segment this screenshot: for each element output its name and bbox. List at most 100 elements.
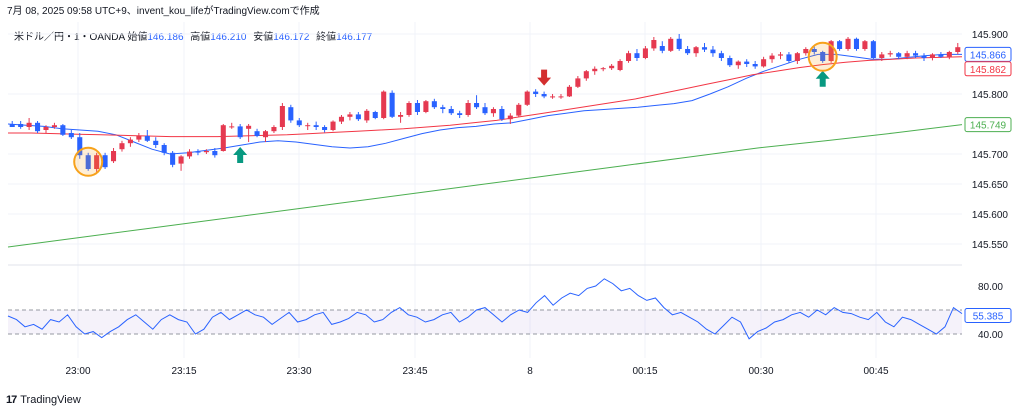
candle-body (85, 155, 91, 169)
candle-body (794, 53, 800, 61)
candle-body (296, 120, 302, 126)
candle-body (685, 49, 691, 54)
price-tag-box (964, 61, 1012, 77)
candle-body (921, 55, 927, 58)
candle-body (322, 127, 328, 130)
buy-arrow-icon (233, 147, 248, 163)
high-value: 146.210 (210, 32, 247, 43)
candle-body (43, 127, 49, 130)
candle-body (676, 38, 682, 49)
candle-body (575, 78, 581, 87)
candle-body (457, 113, 463, 115)
candle-body (803, 49, 809, 54)
candle-body (701, 47, 708, 50)
price-axis-tick: 145.800 (972, 90, 1009, 101)
candle-body (718, 53, 724, 58)
price-tag-label: 145.862 (970, 65, 1007, 76)
candle-body (474, 103, 480, 108)
candle-body (136, 136, 142, 140)
time-axis-tick: 23:30 (286, 366, 311, 377)
price-tag-box (964, 117, 1012, 133)
candle-body (398, 115, 404, 117)
candle-body (35, 122, 41, 132)
candle-body (465, 103, 471, 115)
candle-body (414, 103, 420, 112)
candle-body (431, 101, 437, 108)
candle-body (651, 40, 657, 49)
symbol-name[interactable]: 米ドル／円・1・OANDA (14, 32, 125, 43)
close-label: 終値 (316, 32, 337, 43)
candle-body (389, 92, 395, 117)
candle-body (153, 140, 159, 145)
candle-body (946, 52, 952, 57)
signal-circle (73, 146, 104, 177)
candle-body (305, 125, 311, 127)
candle-body (887, 53, 893, 55)
candle-body (769, 55, 775, 60)
chart-caption: 7月 08, 2025 09:58 UTC+9、invent_kou_lifeが… (7, 6, 320, 17)
candle-body (254, 131, 260, 136)
tradingview-brand[interactable]: 17 TradingView (6, 394, 81, 406)
candle-body (625, 53, 632, 61)
candle-body (338, 116, 345, 122)
rsi-axis-tick: 40.00 (978, 330, 1003, 341)
candle-body (896, 53, 902, 57)
candle-body (381, 91, 387, 118)
candle-body (955, 47, 961, 52)
candle-body (347, 114, 353, 117)
candle-body (18, 124, 24, 127)
candle-body (313, 125, 319, 127)
price-tag-box (964, 46, 1012, 62)
candle-body (499, 109, 505, 120)
low-value: 146.172 (273, 32, 310, 43)
candle-body (220, 125, 226, 151)
candle-body (550, 96, 556, 98)
tradingview-logo-icon: 17 (6, 394, 17, 406)
time-axis-tick: 00:15 (632, 366, 657, 377)
candle-body (828, 41, 834, 61)
ma-line-ema_slow (7, 124, 963, 248)
candle-body (524, 91, 530, 105)
candle-body (372, 112, 378, 118)
time-axis-tick: 00:30 (748, 366, 773, 377)
candle-body (288, 107, 294, 121)
candle-body (634, 53, 640, 58)
candle-body (592, 68, 598, 72)
candle-body (490, 109, 496, 114)
candle-body (904, 53, 910, 57)
candle-body (178, 156, 184, 164)
candle-body (558, 96, 564, 98)
high-label: 高値 (190, 32, 211, 43)
candle-body (786, 54, 792, 61)
price-axis-tick: 145.700 (972, 150, 1009, 161)
candle-body (752, 64, 758, 67)
candle-body (448, 109, 454, 114)
candle-body (406, 103, 412, 115)
candle-body (533, 91, 539, 94)
time-axis-tick: 23:45 (402, 366, 427, 377)
candle-body (423, 101, 429, 112)
candle-body (186, 151, 193, 157)
candle-body (77, 137, 83, 156)
candle-body (913, 53, 919, 56)
price-axis-tick: 145.550 (972, 240, 1009, 251)
candle-body (938, 54, 944, 57)
candle-body (583, 71, 589, 79)
candle-body (735, 61, 741, 66)
open-label: 始値 (127, 32, 148, 43)
candle-body (609, 65, 615, 69)
time-axis-tick: 8 (527, 366, 533, 377)
buy-arrow-icon (815, 70, 830, 87)
symbol-legend: 米ドル／円・1・OANDA 始値146.186 高値146.210 安値146.… (14, 28, 376, 43)
candle-body (94, 155, 100, 169)
time-axis-tick: 00:45 (863, 366, 888, 377)
candle-body (777, 54, 784, 56)
candle-body (203, 151, 209, 153)
candle-body (642, 48, 648, 58)
candle-body (119, 143, 125, 150)
candle-body (862, 41, 868, 49)
signal-circle (807, 41, 838, 72)
candle-body (566, 86, 572, 97)
candle-body (870, 41, 876, 58)
